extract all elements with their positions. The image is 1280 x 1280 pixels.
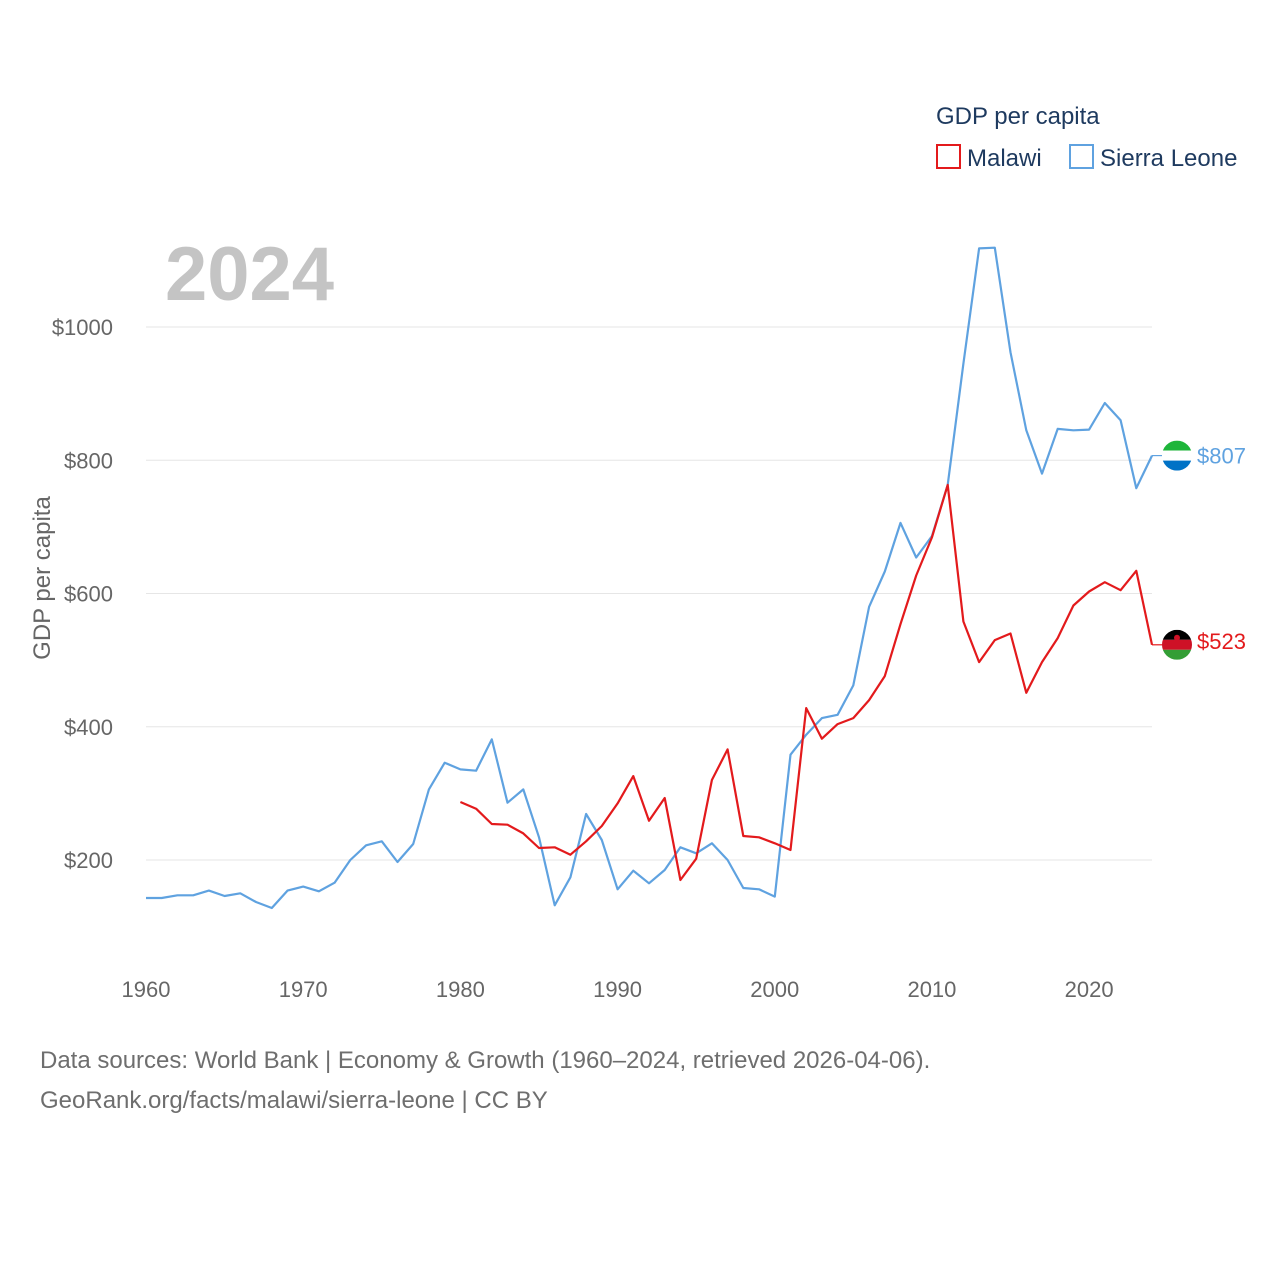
x-tick-label: 1960 — [122, 977, 171, 1002]
y-tick-label: $600 — [64, 582, 113, 607]
source-line-2: GeoRank.org/facts/malawi/sierra-leone | … — [40, 1087, 548, 1114]
y-axis-ticks: $200 $400 $600 $800 $1000 — [52, 315, 113, 873]
x-tick-label: 1980 — [436, 977, 485, 1002]
y-tick-label: $1000 — [52, 315, 113, 340]
sierra-leone-end-label: $807 — [1197, 444, 1246, 469]
malawi-end-label: $523 — [1197, 629, 1246, 654]
legend-swatch-malawi — [936, 144, 961, 169]
x-tick-label: 2020 — [1065, 977, 1114, 1002]
series-line-malawi — [459, 483, 1154, 882]
legend-title: GDP per capita — [936, 103, 1100, 130]
y-tick-label: $400 — [64, 715, 113, 740]
x-tick-label: 1970 — [279, 977, 328, 1002]
y-axis-title: GDP per capita — [29, 496, 56, 660]
gridlines — [146, 326, 1152, 861]
legend-label-malawi: Malawi — [967, 145, 1042, 172]
sierra-leone-flag-icon — [1162, 440, 1192, 471]
legend: GDP per capita Malawi Sierra Leone — [936, 103, 1237, 172]
legend-swatch-sierra-leone — [1069, 144, 1094, 169]
x-tick-label: 1990 — [593, 977, 642, 1002]
year-label: 2024 — [165, 232, 334, 317]
y-tick-label: $800 — [64, 448, 113, 473]
malawi-flag-icon — [1162, 629, 1192, 660]
x-tick-label: 2010 — [907, 977, 956, 1002]
source-line-1: Data sources: World Bank | Economy & Gro… — [40, 1047, 930, 1074]
legend-label-sierra-leone: Sierra Leone — [1100, 145, 1237, 172]
series — [146, 246, 1162, 910]
y-tick-label: $200 — [64, 848, 113, 873]
x-axis-ticks: 1960 1970 1980 1990 2000 2010 2020 — [122, 977, 1114, 1002]
series-line-sierra-leone — [146, 246, 1153, 910]
x-tick-label: 2000 — [750, 977, 799, 1002]
